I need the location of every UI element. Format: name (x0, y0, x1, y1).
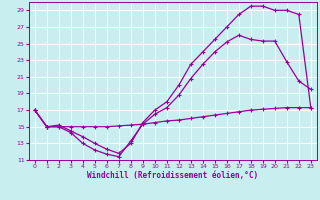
X-axis label: Windchill (Refroidissement éolien,°C): Windchill (Refroidissement éolien,°C) (87, 171, 258, 180)
